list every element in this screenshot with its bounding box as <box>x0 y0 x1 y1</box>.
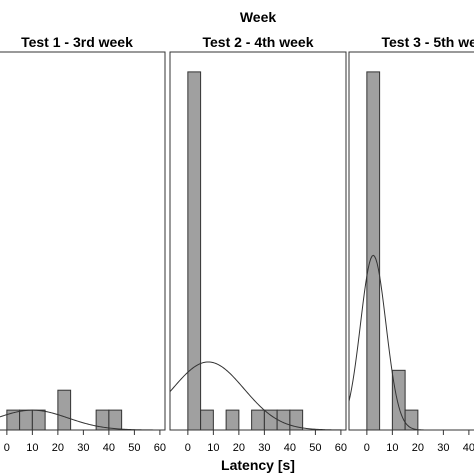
histogram-bar <box>108 409 123 431</box>
x-tick-label: 0 <box>364 442 370 454</box>
x-tick-label: 50 <box>128 442 140 454</box>
histogram-bar <box>251 409 265 431</box>
x-tick-label: 30 <box>258 442 270 454</box>
x-tick-label: 20 <box>233 442 245 454</box>
x-tick-label: 20 <box>52 442 64 454</box>
panel-title: Test 2 - 4th week <box>202 34 313 50</box>
x-tick-label: 40 <box>284 442 296 454</box>
panel-title: Test 1 - 3rd week <box>21 34 133 50</box>
x-tick-label: 40 <box>103 442 115 454</box>
x-tick-label: 60 <box>335 442 347 454</box>
x-tick-label: 40 <box>463 442 474 454</box>
x-tick-label: 30 <box>437 442 449 454</box>
histogram-bar <box>187 71 202 431</box>
histogram-bar <box>391 369 406 431</box>
group-title: Week <box>240 9 277 25</box>
normal-curve <box>169 361 347 431</box>
histogram-bar <box>263 409 278 431</box>
x-tick-label: 0 <box>4 442 10 454</box>
histogram-bar <box>225 409 240 431</box>
histogram-bar <box>19 409 33 431</box>
panel-frame <box>348 51 474 431</box>
x-tick-label: 10 <box>386 442 398 454</box>
x-tick-label: 10 <box>26 442 38 454</box>
x-tick-label: 10 <box>207 442 219 454</box>
x-axis-label: Latency [s] <box>221 457 295 473</box>
panel-1: Test 1 - 3rd week 0 10 20 30 40 50 60 <box>0 34 166 454</box>
x-tick-label: 0 <box>185 442 191 454</box>
x-tick-label: 50 <box>309 442 321 454</box>
x-tick-label: 60 <box>154 442 166 454</box>
histogram-bar <box>31 409 46 431</box>
x-tick-label: 20 <box>412 442 424 454</box>
histogram-bar <box>366 71 381 431</box>
x-tick-label: 30 <box>77 442 89 454</box>
panel-frame <box>169 51 347 431</box>
panel-title: Test 3 - 5th week <box>381 34 474 50</box>
histogram-bar <box>404 409 419 431</box>
histogram-bar <box>200 409 214 431</box>
histogram-bar <box>57 389 72 431</box>
panel-frame <box>0 51 166 431</box>
panel-2: Test 2 - 4th week 0 10 20 30 40 50 60 <box>169 34 347 454</box>
